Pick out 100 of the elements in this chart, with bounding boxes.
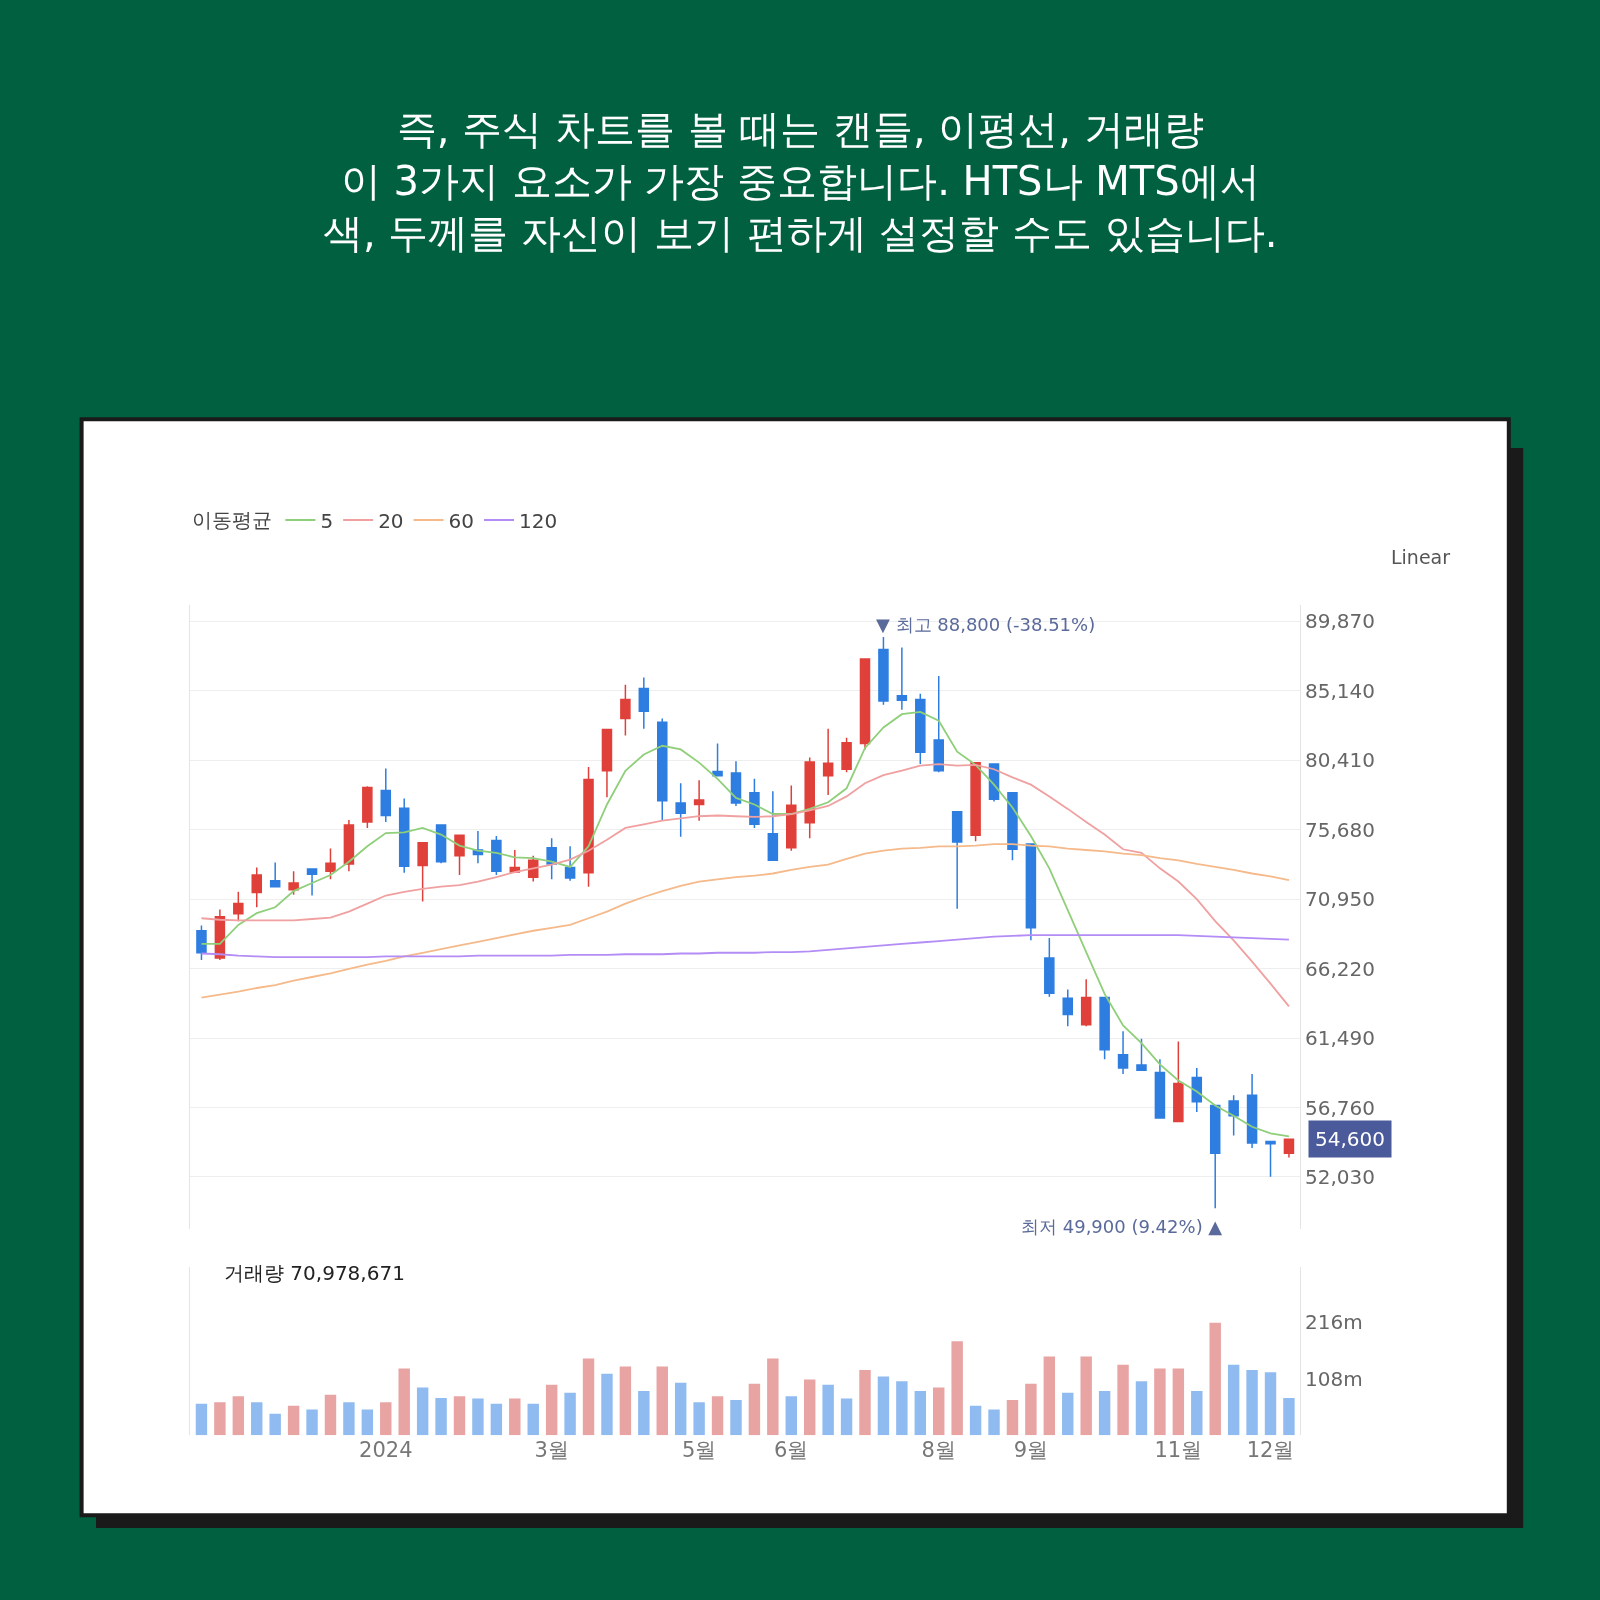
bar bbox=[711, 1396, 724, 1436]
legend-label: 120 bbox=[519, 508, 558, 533]
bar bbox=[933, 1387, 945, 1436]
bar bbox=[1246, 1370, 1258, 1436]
annotation: 최저 49,900 (9.42%) ▲ bbox=[1021, 1216, 1223, 1237]
legend-label: 60 bbox=[448, 508, 475, 533]
line-series bbox=[200, 763, 1290, 1008]
candlestick bbox=[251, 866, 263, 909]
bar bbox=[767, 1358, 779, 1436]
x-tick-label: 12월 bbox=[1246, 1438, 1295, 1463]
candlestick bbox=[527, 855, 539, 883]
candlestick bbox=[1228, 1094, 1239, 1137]
bar bbox=[287, 1405, 300, 1436]
bar bbox=[1135, 1381, 1148, 1436]
bar bbox=[545, 1384, 558, 1436]
candlestick bbox=[1062, 988, 1074, 1027]
bar bbox=[490, 1403, 503, 1436]
bar bbox=[435, 1397, 447, 1436]
candlestick bbox=[1191, 1067, 1203, 1113]
y-tick-label: 70,950 bbox=[1305, 887, 1375, 912]
candlestick bbox=[786, 784, 797, 852]
x-tick-label: 6월 bbox=[774, 1438, 809, 1463]
candlestick bbox=[933, 675, 944, 773]
bar bbox=[380, 1402, 392, 1436]
chart-title: 거래량 70,978,671 bbox=[224, 1261, 405, 1285]
candlestick bbox=[896, 646, 908, 711]
bar bbox=[1191, 1391, 1203, 1436]
bar bbox=[453, 1396, 466, 1436]
candlestick bbox=[601, 728, 613, 798]
bar bbox=[1209, 1322, 1221, 1436]
candlestick bbox=[454, 834, 465, 876]
candlestick bbox=[804, 756, 815, 839]
y-tick-label: 216m bbox=[1305, 1309, 1363, 1334]
bar bbox=[748, 1383, 761, 1436]
candlestick bbox=[1117, 1030, 1129, 1075]
candlestick bbox=[564, 845, 576, 882]
candlestick bbox=[1265, 1140, 1276, 1178]
y-tick-label: 56,760 bbox=[1305, 1095, 1375, 1120]
candlestick bbox=[546, 837, 557, 881]
candlestick bbox=[951, 811, 963, 910]
bar bbox=[1227, 1364, 1240, 1436]
bar bbox=[214, 1402, 226, 1436]
candlestick bbox=[1007, 791, 1018, 862]
candlestick bbox=[767, 790, 779, 862]
candlestick bbox=[693, 779, 705, 822]
bar bbox=[195, 1403, 208, 1436]
candlestick bbox=[343, 819, 355, 873]
y-tick-label: 85,140 bbox=[1305, 678, 1375, 703]
candlestick bbox=[841, 736, 852, 773]
y-tick-label: 52,030 bbox=[1305, 1164, 1375, 1189]
line-series bbox=[200, 934, 1290, 959]
chart-title: 즉, 주식 차트를 볼 때는 캔들, 이평선, 거래량 이 3가지 요소가 가장 중요합니다. HTS나 MTS에서 색, 두께를 자신이 보기 편하게 설정할 수도 있습니다. bbox=[323, 106, 1278, 256]
bar bbox=[859, 1370, 871, 1436]
y-tick-label: 108m bbox=[1305, 1366, 1363, 1391]
bar bbox=[251, 1402, 263, 1436]
x-tick-label: 11월 bbox=[1154, 1438, 1203, 1463]
annotation: ▼ 최고 88,800 (-38.51%) bbox=[876, 614, 1096, 635]
bar bbox=[840, 1398, 853, 1436]
candlestick bbox=[583, 766, 594, 888]
bar bbox=[601, 1373, 613, 1436]
bar bbox=[472, 1398, 484, 1436]
bar bbox=[1117, 1364, 1129, 1436]
candlestick bbox=[730, 760, 742, 807]
candlestick bbox=[1136, 1037, 1147, 1071]
candlestick bbox=[970, 761, 981, 842]
y-tick-label: 61,490 bbox=[1305, 1026, 1375, 1051]
bar bbox=[1006, 1400, 1019, 1436]
x-tick-label: 3월 bbox=[534, 1438, 569, 1463]
candlestick bbox=[675, 782, 686, 838]
bar bbox=[693, 1402, 705, 1436]
bar bbox=[656, 1366, 668, 1436]
candlestick bbox=[380, 767, 392, 823]
bar bbox=[619, 1366, 632, 1436]
candlestick bbox=[1246, 1073, 1258, 1149]
candlestick bbox=[638, 676, 650, 730]
x-tick-label: 8월 bbox=[921, 1438, 956, 1463]
candlestick bbox=[822, 728, 834, 796]
candlestick bbox=[1173, 1040, 1184, 1123]
candlestick bbox=[288, 870, 299, 896]
candlestick bbox=[878, 636, 889, 706]
y-tick-label: 89,870 bbox=[1305, 609, 1375, 634]
bar bbox=[324, 1394, 337, 1436]
line-series bbox=[200, 843, 1290, 999]
candlestick bbox=[656, 717, 668, 821]
bar bbox=[1062, 1392, 1074, 1436]
bar bbox=[1080, 1356, 1092, 1436]
candlestick bbox=[1099, 996, 1110, 1060]
bar bbox=[527, 1403, 539, 1436]
x-tick-label: 9월 bbox=[1013, 1438, 1049, 1463]
bar bbox=[1264, 1372, 1277, 1436]
candlestick bbox=[196, 924, 207, 961]
candlestick bbox=[362, 785, 373, 829]
bar bbox=[638, 1391, 650, 1436]
bar bbox=[1025, 1383, 1037, 1436]
bar bbox=[674, 1382, 687, 1436]
candlestick bbox=[325, 847, 336, 881]
bar bbox=[951, 1341, 963, 1436]
bar bbox=[582, 1358, 595, 1436]
bar bbox=[398, 1368, 410, 1436]
y-tick-label: 66,220 bbox=[1305, 956, 1375, 981]
